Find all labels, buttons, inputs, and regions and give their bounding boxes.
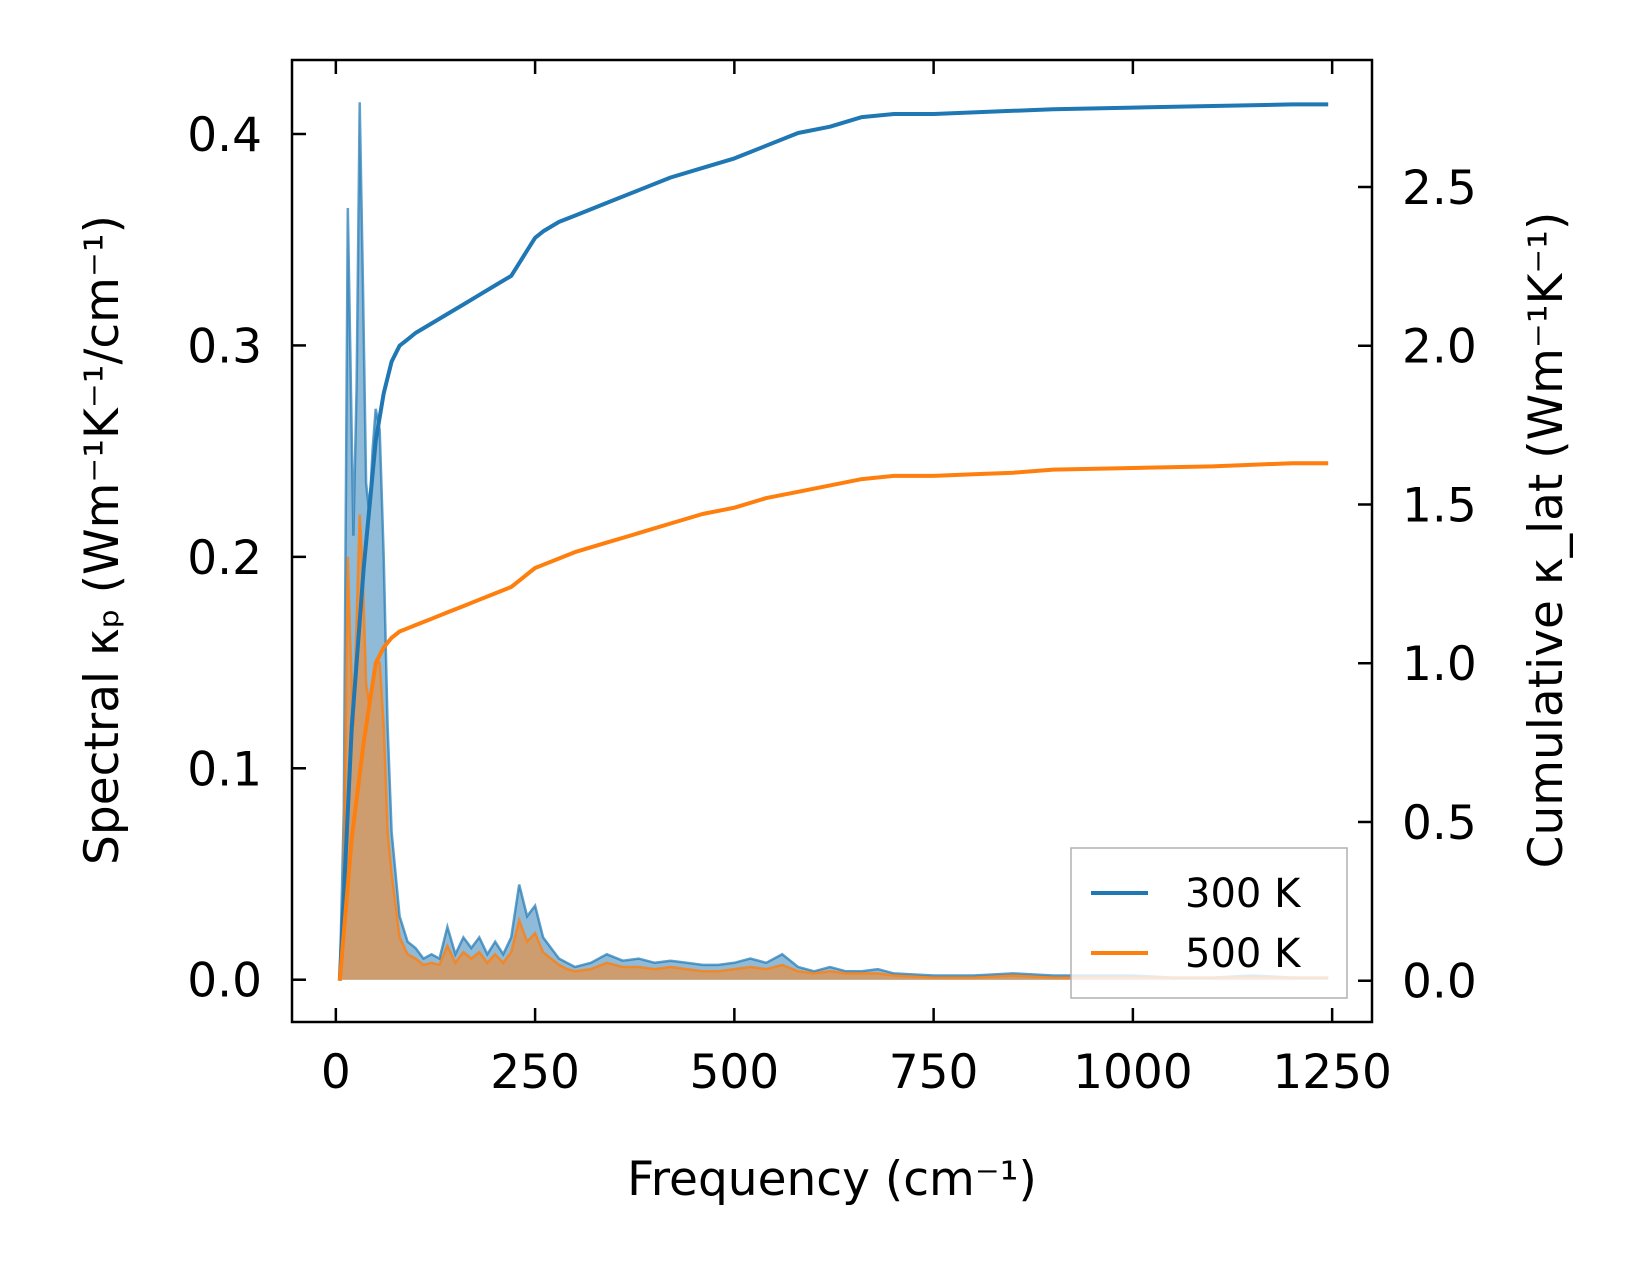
cumulative-line-300k xyxy=(337,102,1329,981)
y-left-tick-label: 0.2 xyxy=(187,531,262,586)
x-tick-label: 0 xyxy=(321,1045,351,1100)
legend-label-300k: 300 K xyxy=(1185,871,1302,917)
y-axis-right-title: Cumulative κ_lat (Wm⁻¹K⁻¹) xyxy=(1519,212,1574,869)
plot-frame xyxy=(290,58,1374,1024)
y-axis-left-title: Spectral κₚ (Wm⁻¹K⁻¹/cm⁻¹) xyxy=(75,215,130,865)
y-right-tick-label: 2.5 xyxy=(1402,161,1477,216)
y-right-tick-label: 0.0 xyxy=(1402,955,1477,1010)
y-left-tick-label: 0.1 xyxy=(187,742,262,797)
tick-layer: 0 250 500 750 1000 12500.00.10.20.30.40.00.51… xyxy=(187,60,1477,1100)
x-axis-title: Frequency (cm⁻¹) xyxy=(627,1152,1037,1207)
y-right-tick-label: 0.5 xyxy=(1402,796,1477,851)
y-right-tick-label: 2.0 xyxy=(1402,320,1477,375)
x-tick-label: 250 xyxy=(490,1045,580,1100)
x-tick-label: 1000 xyxy=(1073,1045,1193,1100)
y-right-tick-label: 1.5 xyxy=(1402,478,1477,533)
y-left-tick-label: 0.3 xyxy=(187,319,262,374)
cumulative-line-500k xyxy=(337,461,1329,981)
legend-box xyxy=(1070,847,1348,999)
legend-label-500k: 500 K xyxy=(1185,931,1302,977)
x-tick-label: 500 xyxy=(690,1045,780,1100)
y-left-tick-label: 0.0 xyxy=(187,954,262,1009)
cumulative-line-layer xyxy=(337,102,1329,981)
y-right-tick-label: 1.0 xyxy=(1402,637,1477,692)
y-left-tick-label: 0.4 xyxy=(187,108,262,163)
legend: 300 K 500 K xyxy=(1070,847,1348,999)
x-tick-label: 1250 xyxy=(1272,1045,1392,1100)
x-tick-label: 750 xyxy=(889,1045,979,1100)
